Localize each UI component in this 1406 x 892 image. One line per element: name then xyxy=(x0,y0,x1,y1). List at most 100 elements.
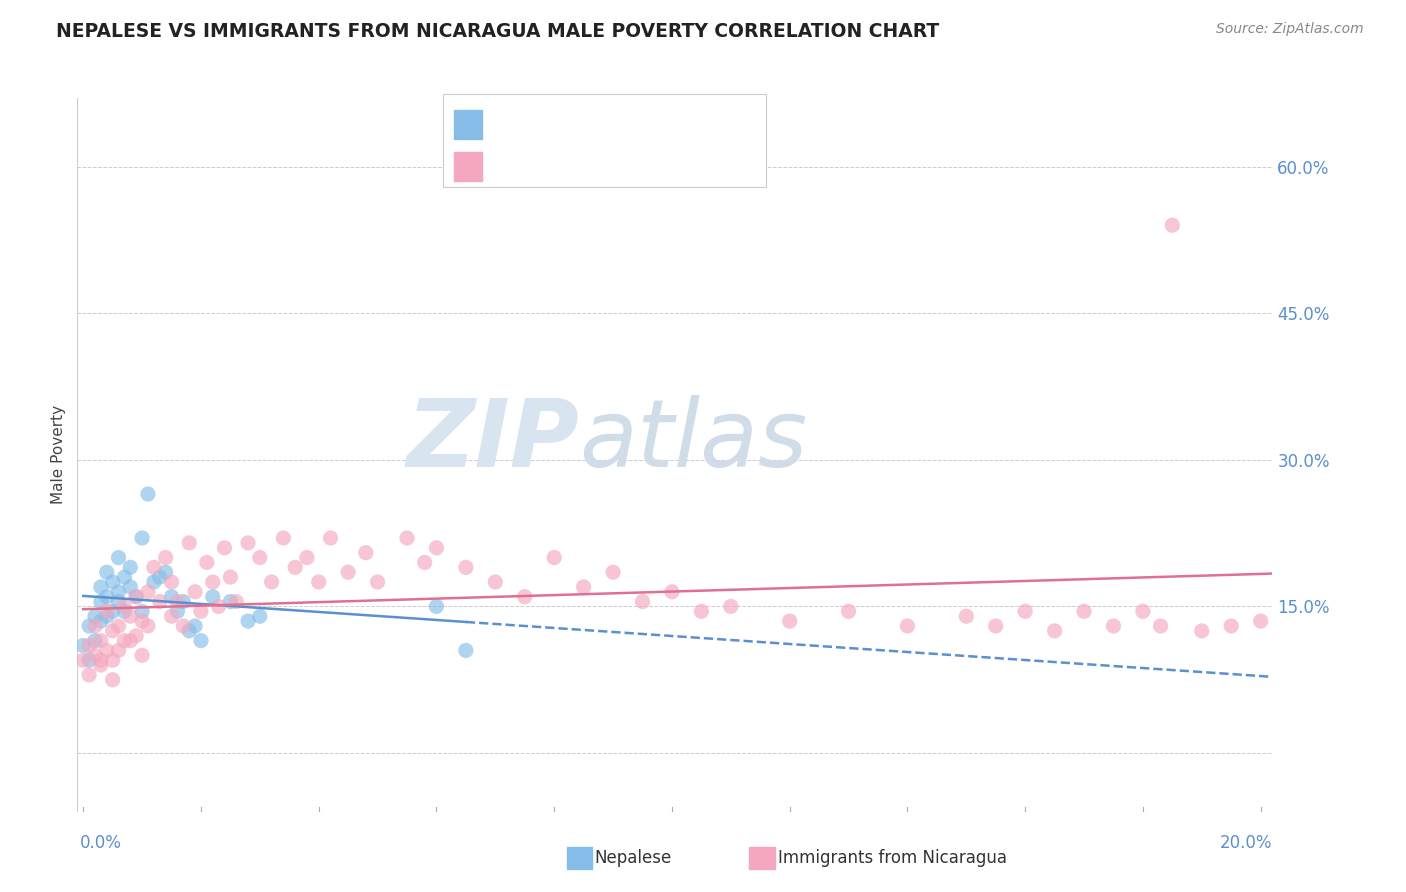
Point xyxy=(160,609,183,624)
Point xyxy=(155,566,177,580)
Point xyxy=(96,566,118,580)
Point xyxy=(413,556,436,570)
Point xyxy=(136,619,159,633)
Point xyxy=(984,619,1007,633)
Y-axis label: Male Poverty: Male Poverty xyxy=(51,405,66,505)
Point xyxy=(142,574,165,589)
Point xyxy=(543,550,565,565)
Point xyxy=(219,570,242,584)
Point xyxy=(337,566,360,580)
Point xyxy=(367,574,389,589)
Point xyxy=(602,566,624,580)
Point xyxy=(125,629,148,643)
Point xyxy=(1102,619,1125,633)
Point xyxy=(284,560,307,574)
Point xyxy=(179,624,201,638)
Point xyxy=(1191,624,1213,638)
Text: R = -0.021  N = 39: R = -0.021 N = 39 xyxy=(491,115,662,134)
Point xyxy=(354,546,377,560)
Text: R =  0.310  N = 80: R = 0.310 N = 80 xyxy=(491,158,675,176)
Point xyxy=(690,604,713,618)
Point xyxy=(125,590,148,604)
Point xyxy=(84,633,107,648)
Point xyxy=(96,643,118,657)
Point xyxy=(838,604,860,618)
Point xyxy=(184,584,207,599)
Point xyxy=(96,590,118,604)
Point xyxy=(101,604,124,618)
Point xyxy=(107,619,129,633)
Point xyxy=(319,531,342,545)
Point xyxy=(1250,614,1272,628)
Point xyxy=(96,609,118,624)
Point xyxy=(90,658,112,673)
Point xyxy=(236,614,259,628)
Point xyxy=(131,614,153,628)
Point xyxy=(249,609,271,624)
Point xyxy=(214,541,236,555)
Point xyxy=(84,609,107,624)
Point xyxy=(131,531,153,545)
Point xyxy=(90,633,112,648)
Point xyxy=(1132,604,1154,618)
Point xyxy=(720,599,742,614)
Point xyxy=(112,570,135,584)
Point xyxy=(101,624,124,638)
Point xyxy=(96,604,118,618)
Point xyxy=(166,604,188,618)
Point xyxy=(166,594,188,608)
Point xyxy=(1073,604,1095,618)
Point xyxy=(107,594,129,608)
Text: ZIP: ZIP xyxy=(406,394,579,487)
Point xyxy=(120,633,142,648)
Point xyxy=(120,609,142,624)
Point xyxy=(160,590,183,604)
Text: 0.0%: 0.0% xyxy=(80,834,122,852)
Point xyxy=(72,639,94,653)
Text: NEPALESE VS IMMIGRANTS FROM NICARAGUA MALE POVERTY CORRELATION CHART: NEPALESE VS IMMIGRANTS FROM NICARAGUA MA… xyxy=(56,22,939,41)
Text: Immigrants from Nicaragua: Immigrants from Nicaragua xyxy=(778,849,1007,867)
Point xyxy=(295,550,318,565)
Point xyxy=(142,560,165,574)
Point xyxy=(84,619,107,633)
Point xyxy=(112,604,135,618)
Point xyxy=(101,574,124,589)
Point xyxy=(155,550,177,565)
Point xyxy=(779,614,801,628)
Point xyxy=(454,643,477,657)
Point xyxy=(107,584,129,599)
Point xyxy=(631,594,654,608)
Point xyxy=(572,580,595,594)
Point xyxy=(90,594,112,608)
Text: Source: ZipAtlas.com: Source: ZipAtlas.com xyxy=(1216,22,1364,37)
Text: Nepalese: Nepalese xyxy=(595,849,672,867)
Text: 20.0%: 20.0% xyxy=(1220,834,1272,852)
Point xyxy=(190,633,212,648)
Point xyxy=(955,609,977,624)
Point xyxy=(84,648,107,663)
Point xyxy=(201,574,224,589)
Point xyxy=(136,487,159,501)
Point xyxy=(484,574,506,589)
Point xyxy=(1043,624,1066,638)
Point xyxy=(90,614,112,628)
Point xyxy=(236,536,259,550)
Point xyxy=(425,599,447,614)
Point xyxy=(131,648,153,663)
Point xyxy=(112,599,135,614)
Point xyxy=(172,594,194,608)
Point xyxy=(120,580,142,594)
Point xyxy=(425,541,447,555)
Point xyxy=(77,639,100,653)
Point xyxy=(454,560,477,574)
Point xyxy=(513,590,536,604)
Point xyxy=(273,531,295,545)
Point xyxy=(896,619,918,633)
Point xyxy=(101,673,124,687)
Point xyxy=(72,653,94,667)
Point xyxy=(125,590,148,604)
Point xyxy=(395,531,418,545)
Point xyxy=(112,633,135,648)
Point xyxy=(120,560,142,574)
Point xyxy=(201,590,224,604)
